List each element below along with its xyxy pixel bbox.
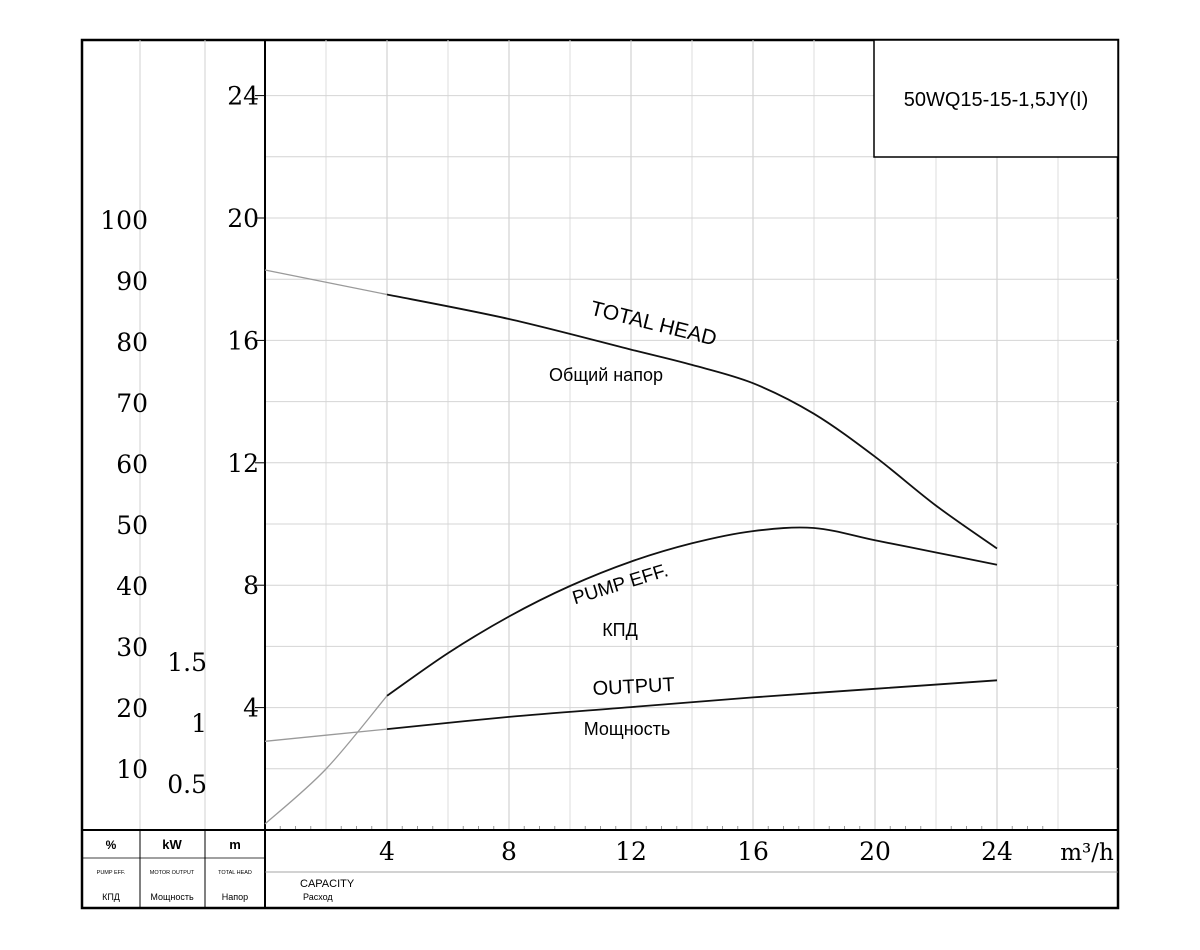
power-label-ru: Мощность [150,892,194,902]
total-head-label-ru: Общий напор [549,365,663,385]
curves [264,269,998,825]
total-head-curve [386,293,998,550]
head-tick-label: 24 [227,82,259,111]
grid [265,40,1118,830]
pump-eff-curve [386,526,998,697]
output-label-ru: Мощность [584,719,671,739]
power-tick-label: 0.5 [167,770,207,799]
model-box [873,39,1119,158]
capacity-label: CAPACITY [300,878,355,890]
x-tick-label: 16 [737,837,769,866]
x-tick-label: 8 [501,837,517,866]
eff-tick-label: 10 [116,755,148,784]
x-tick-label: 12 [615,837,647,866]
eff-tick-label: 100 [100,206,148,235]
head-label-ru: Напор [222,892,248,902]
eff-tick-label: 50 [116,511,148,540]
eff-tick-label: 90 [116,267,148,296]
head-unit: m [229,837,241,852]
eff-tick-label: 40 [116,572,148,601]
output-curve-low-flow [264,728,388,742]
model-label: 50WQ15-15-1,5JY(I) [904,89,1089,111]
capacity-label-ru: Расход [303,892,333,902]
head-tick-label: 4 [243,694,259,723]
eff-tick-label: 60 [116,450,148,479]
head-tick-label: 8 [243,571,259,600]
output-label: OUTPUT [592,674,675,700]
eff-unit: % [106,838,117,852]
power-unit: kW [162,837,182,852]
power-tick-label: 1 [191,709,207,738]
tick-labels: 4 8 12 16 20 24 10 20 30 40 50 60 70 80 90 100 0.5 1 1.5 4 8… [100,82,1013,866]
x-tick-label: 20 [859,837,891,866]
eff-label-ru: КПД [102,892,120,902]
power-tick-label: 1.5 [167,648,207,677]
x-tick-label: 4 [379,837,395,866]
pump-eff-curve-low-flow [264,695,388,825]
eff-tick-label: 20 [116,694,148,723]
eff-tick-label: 30 [116,633,148,662]
chart-frame [80,38,1120,910]
head-label-en: TOTAL HEAD [218,870,252,876]
eff-tick-label: 80 [116,328,148,357]
power-label-en: MOTOR OUTPUT [150,870,195,876]
eff-label-en: PUMP EFF. [97,870,126,876]
head-tick-label: 12 [227,449,259,478]
total-head-curve-low-flow [264,269,388,296]
pump-eff-label-ru: КПД [602,620,638,640]
head-tick-label: 16 [227,326,259,355]
output-curve [386,679,998,730]
eff-tick-label: 70 [116,389,148,418]
x-unit-label: m³/h [1060,840,1114,866]
x-tick-label: 24 [981,837,1013,866]
head-tick-label: 20 [227,204,259,233]
